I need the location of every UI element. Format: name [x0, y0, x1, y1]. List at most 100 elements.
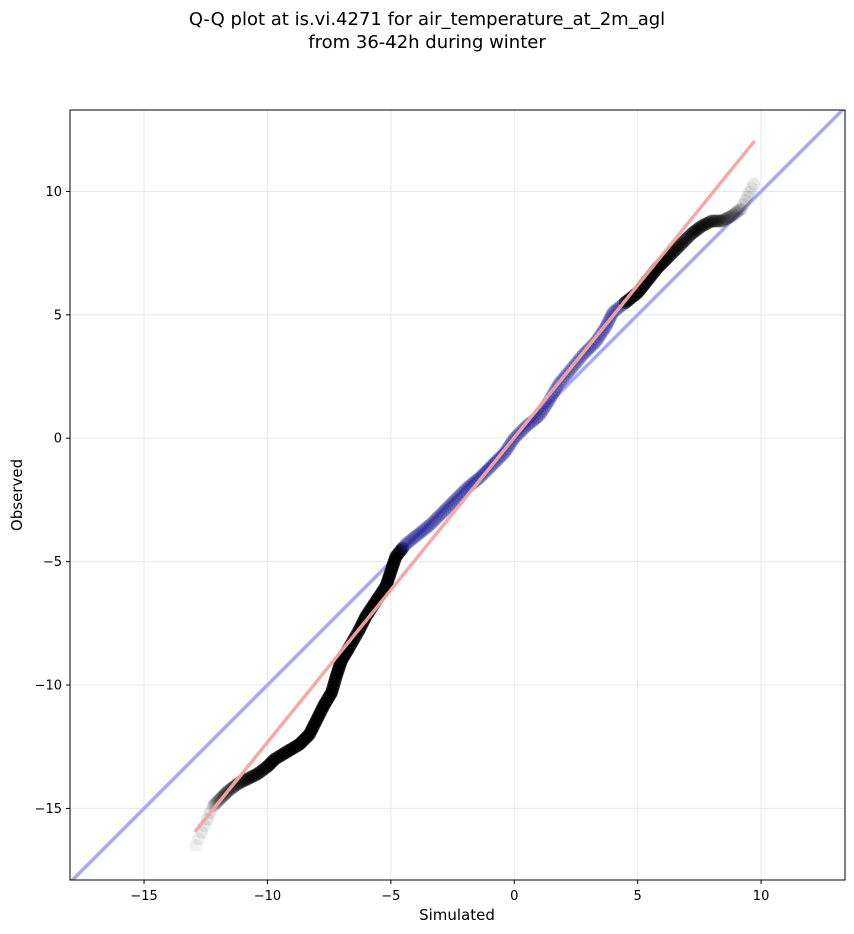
qq-point — [239, 773, 253, 787]
qq-point — [666, 245, 680, 259]
qq-point — [734, 202, 748, 216]
fit-line — [194, 140, 756, 833]
qq-point — [688, 224, 702, 238]
y-tick-label: −5 — [43, 555, 62, 570]
qq-point — [442, 499, 456, 513]
qq-point — [413, 526, 427, 540]
x-axis-label: Simulated — [419, 906, 495, 924]
qq-point — [229, 778, 243, 792]
qq-point — [711, 214, 725, 228]
qq-point — [724, 209, 738, 223]
qq-point — [716, 213, 730, 227]
y-tick-label: 5 — [54, 308, 62, 323]
qq-point — [738, 193, 752, 207]
qq-point — [434, 507, 448, 521]
qq-point — [252, 766, 266, 780]
qq-point — [446, 495, 460, 509]
qq-point — [547, 386, 561, 400]
qq-point — [415, 524, 429, 538]
qq-point — [679, 233, 693, 247]
qq-point — [675, 237, 689, 251]
qq-point — [244, 770, 258, 784]
chart-title-line-1: Q-Q plot at is.vi.4271 for air_temperatu… — [188, 9, 666, 30]
qq-point — [256, 763, 270, 777]
qq-point — [747, 177, 761, 191]
qq-point — [669, 243, 683, 257]
x-tick-label: 10 — [753, 889, 770, 904]
chart-title: Q-Q plot at is.vi.4271 for air_temperatu… — [0, 8, 854, 54]
qq-point — [708, 214, 722, 228]
qq-point — [594, 328, 608, 342]
qq-point — [249, 768, 263, 782]
x-tick-label: 0 — [510, 889, 518, 904]
qq-point — [590, 333, 604, 347]
y-tick-label: 0 — [54, 432, 62, 447]
qq-point — [703, 215, 717, 229]
qq-point — [427, 514, 441, 528]
qq-point — [403, 534, 417, 548]
qq-point — [592, 330, 606, 344]
qq-point — [733, 203, 747, 217]
qq-point — [421, 519, 435, 533]
qq-point — [399, 537, 413, 551]
qq-point — [695, 219, 709, 233]
qq-point — [706, 214, 720, 228]
qq-point — [743, 185, 757, 199]
x-tick-label: −5 — [381, 889, 400, 904]
qq-point — [247, 769, 261, 783]
qq-point — [411, 527, 425, 541]
qq-point — [448, 493, 462, 507]
qq-point — [690, 223, 704, 237]
qq-point — [251, 767, 265, 781]
qq-point — [430, 511, 444, 525]
qq-point — [254, 764, 268, 778]
grid — [70, 110, 845, 880]
qq-point — [745, 181, 759, 195]
y-tick-label: 10 — [45, 185, 62, 200]
chart-title-line-2: from 36-42h during winter — [308, 32, 546, 53]
qq-point — [395, 541, 409, 555]
plot-frame — [69, 109, 846, 881]
qq-point — [450, 491, 464, 505]
qq-point — [419, 521, 433, 535]
x-axis: −15 −10 −5 0 5 10 — [130, 880, 769, 904]
qq-point — [417, 523, 431, 537]
qq-point — [436, 505, 450, 519]
qq-point — [713, 214, 727, 228]
qq-point — [671, 241, 685, 255]
qq-point — [693, 220, 707, 234]
qq-point — [723, 210, 737, 224]
qq-point — [432, 509, 446, 523]
qq-point — [246, 769, 260, 783]
qq-point — [440, 501, 454, 515]
qq-point — [731, 204, 745, 218]
qq-point — [585, 339, 599, 353]
qq-point — [687, 225, 701, 239]
qq-point — [673, 239, 687, 253]
qq-point — [681, 231, 695, 245]
qq-point — [397, 539, 411, 553]
qq-point — [401, 536, 415, 550]
qq-point — [696, 218, 710, 232]
qq-point — [189, 838, 203, 852]
qq-point — [718, 212, 732, 226]
qq-point — [728, 207, 742, 221]
qq-point — [469, 474, 483, 488]
qq-point — [726, 208, 740, 222]
x-tick-label: −10 — [254, 889, 281, 904]
qq-point — [241, 772, 255, 786]
qq-point — [729, 205, 743, 219]
x-tick-label: 5 — [634, 889, 642, 904]
qq-point — [425, 516, 439, 530]
qq-point — [720, 212, 734, 226]
qq-point — [701, 216, 715, 230]
identity-line — [70, 110, 845, 880]
qq-point — [698, 217, 712, 231]
y-tick-label: −15 — [35, 802, 62, 817]
qq-point — [715, 214, 729, 228]
y-axis: −15 −10 −5 0 5 10 — [35, 185, 70, 817]
y-axis-label: Observed — [8, 459, 26, 531]
qq-point — [444, 497, 458, 511]
qq-point — [522, 417, 536, 431]
